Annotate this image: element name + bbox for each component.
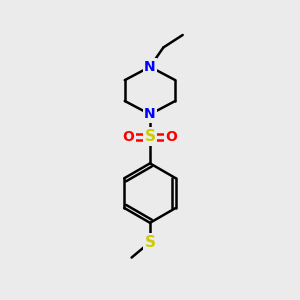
Text: O: O bbox=[166, 130, 177, 144]
Text: S: S bbox=[145, 129, 155, 144]
Text: N: N bbox=[144, 60, 156, 74]
Text: O: O bbox=[123, 130, 134, 144]
Text: S: S bbox=[145, 235, 155, 250]
Text: N: N bbox=[144, 107, 156, 121]
